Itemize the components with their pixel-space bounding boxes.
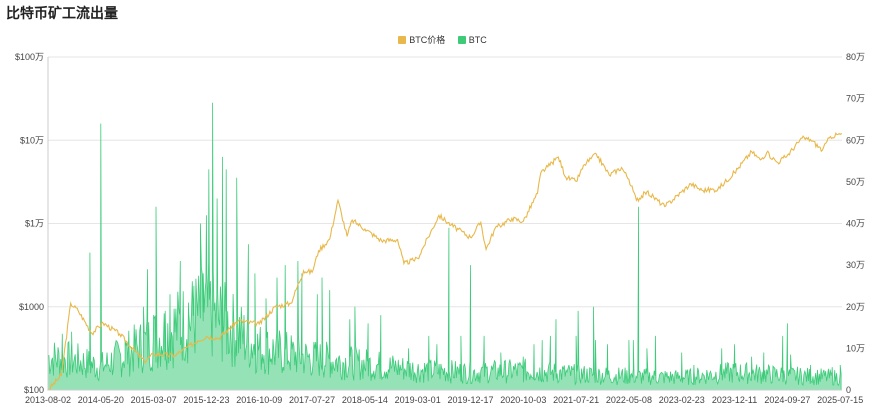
- y-right-tick-label: 30万: [846, 260, 865, 270]
- y-right-tick-label: 50万: [846, 177, 865, 187]
- x-tick-label: 2024-09-27: [764, 395, 810, 405]
- x-tick-label: 2019-03-01: [395, 395, 441, 405]
- series-line-btc-price: [47, 132, 843, 391]
- y-right-tick-label: 0: [846, 385, 851, 395]
- y-right-tick-label: 60万: [846, 135, 865, 145]
- legend-item-btc[interactable]: BTC: [457, 34, 487, 45]
- series-line-btc-flow: [47, 102, 842, 391]
- legend-swatch-price: [398, 35, 407, 44]
- series-btc-price: [47, 132, 843, 391]
- legend: BTC价格 BTC: [0, 33, 885, 46]
- y-left-tick-label: $1000: [19, 302, 44, 312]
- x-tick-label: 2022-05-08: [606, 395, 652, 405]
- y-right-tick-label: 10万: [846, 343, 865, 353]
- y-left-tick-label: $1万: [25, 219, 44, 229]
- legend-item-price[interactable]: BTC价格: [398, 33, 445, 46]
- x-tick-label: 2015-03-07: [131, 395, 177, 405]
- y-left-tick-label: $10万: [20, 135, 44, 145]
- legend-label-price: BTC价格: [409, 35, 446, 45]
- x-tick-label: 2019-12-17: [447, 395, 493, 405]
- legend-swatch-btc: [457, 35, 466, 44]
- y-right-tick-label: 20万: [846, 302, 865, 312]
- x-tick-label: 2021-07-21: [553, 395, 599, 405]
- x-tick-label: 2023-12-11: [712, 395, 757, 405]
- x-tick-label: 2014-05-20: [78, 395, 124, 405]
- page-title: 比特币矿工流出量: [6, 5, 118, 21]
- tick-labels: $100 $1000 $1万 $10万 $100万 0 10万 20万 30万 40万 50万 60万…: [15, 52, 865, 405]
- axes: [47, 57, 842, 391]
- legend-label-btc: BTC: [468, 34, 487, 45]
- x-tick-label: 2015-12-23: [183, 395, 229, 405]
- x-tick-label: 2025-07-15: [817, 395, 863, 405]
- x-tick-label: 2020-10-03: [500, 395, 546, 405]
- y-right-tick-label: 70万: [846, 94, 865, 104]
- x-tick-label: 2018-05-14: [342, 395, 388, 405]
- x-tick-label: 2016-10-09: [236, 395, 282, 405]
- x-tick-label: 2017-07-27: [289, 395, 335, 405]
- series-btc-flow: [47, 102, 842, 391]
- x-tick-label: 2023-02-23: [659, 395, 705, 405]
- y-right-tick-label: 80万: [846, 52, 865, 62]
- y-left-tick-label: $100: [24, 385, 44, 395]
- y-right-tick-label: 40万: [846, 219, 865, 229]
- y-left-tick-label: $100万: [15, 52, 44, 62]
- x-tick-label: 2013-08-02: [25, 395, 71, 405]
